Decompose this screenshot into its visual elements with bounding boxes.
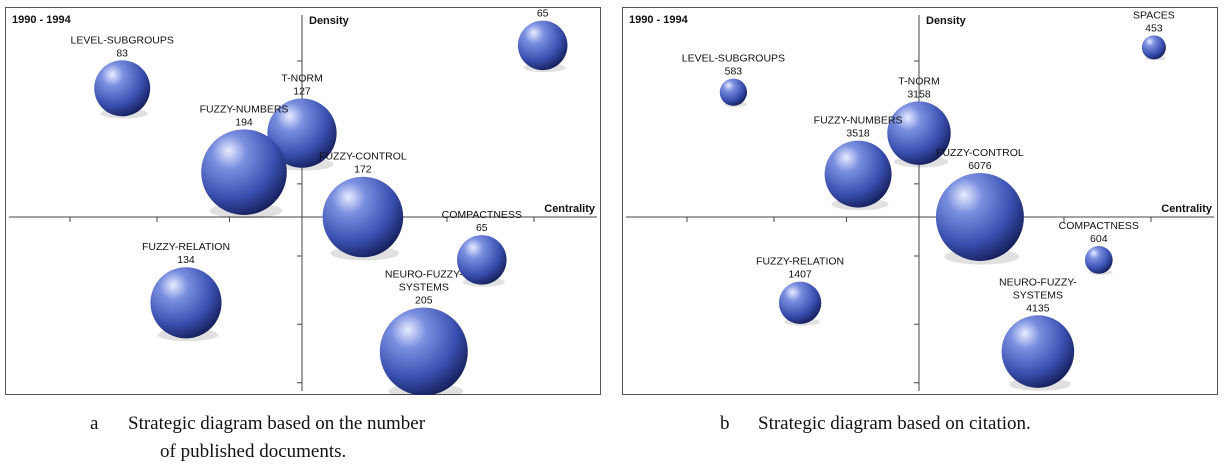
bubble-mark: [1141, 35, 1166, 60]
bubble-label: FUZZY-CONTROL 172: [319, 151, 407, 176]
chart-frame: [5, 7, 601, 395]
caption-a-letter: a: [90, 413, 99, 434]
strategic-diagram-a: 1990 - 1994 Density Centrality NEIGHBORHOOD…: [5, 7, 601, 395]
bubble-mark: [267, 98, 337, 168]
bubble-mark: [322, 176, 404, 258]
bubble-label: FUZZY-RELATION 1407: [756, 256, 844, 281]
bubble-mark: [719, 78, 748, 106]
bubble-mark: [201, 129, 287, 215]
caption-b-line1: Strategic diagram based on citation.: [758, 413, 1031, 434]
chart-a-svg: 1990 - 1994 Density Centrality NEIGHBORHOOD…: [5, 7, 601, 395]
bubble-label: T-NORM 127: [281, 73, 322, 98]
centrality-label: Centrality: [544, 203, 596, 215]
bubble-neuro-fuzzy-systems: NEURO-FUZZY-SYSTEMS 205: [379, 269, 468, 395]
caption-a-line1: Strategic diagram based on the number: [128, 413, 426, 434]
caption-a-line2: of published documents.: [160, 441, 347, 462]
bubble-label: COMPACTNESS 65: [442, 209, 522, 234]
bubble-neighborhood-spaces: NEIGHBORHOOD-SPACES65: [497, 7, 589, 73]
bubble-mark: [457, 235, 507, 285]
bubble-mark: [778, 281, 822, 324]
bubble-mark: [517, 20, 568, 71]
bubble-mark: [1084, 246, 1113, 274]
caption-a: a Strategic diagram based on the number o…: [90, 410, 530, 466]
bubble-label: FUZZY-CONTROL 6076: [936, 147, 1024, 172]
chart-b-svg: 1990 - 1994 Density Centrality NEIGHBORHOOD…: [622, 7, 1218, 395]
bubble-label: FUZZY-RELATION 134: [142, 241, 230, 266]
bubble-label: NEURO-FUZZY-SYSTEMS 4135: [999, 276, 1077, 314]
bubble-fuzzy-control: FUZZY-CONTROL 6076: [935, 147, 1024, 265]
bubble-neuro-fuzzy-systems: NEURO-FUZZY-SYSTEMS 4135: [999, 276, 1077, 391]
chart-frame: [622, 7, 1218, 395]
bubble-mark: [824, 140, 892, 208]
bubble-t-norm: T-NORM 127: [267, 73, 337, 171]
bubble-label: T-NORM 3158: [898, 75, 939, 100]
bubble-fuzzy-relation: FUZZY-RELATION 134: [142, 241, 230, 342]
bubble-mark: [935, 173, 1024, 261]
period-label: 1990 - 1994: [12, 14, 72, 26]
bubble-fuzzy-control: FUZZY-CONTROL 172: [319, 151, 407, 261]
bubble-label: NEURO-FUZZY-SYSTEMS 205: [385, 269, 463, 307]
bubble-label: FUZZY-NUMBERS 194: [200, 103, 289, 128]
bubble-mark: [887, 101, 951, 165]
density-label: Density: [926, 15, 967, 27]
bubble-mark: [94, 60, 151, 117]
bubble-compactness: COMPACTNESS 604: [1059, 220, 1139, 275]
bubble-level-subgroups: LEVEL-SUBGROUPS 83: [71, 34, 174, 119]
caption-b: b Strategic diagram based on citation.: [720, 410, 1200, 438]
strategic-diagram-b: 1990 - 1994 Density Centrality NEIGHBORHOOD…: [622, 7, 1218, 395]
bubble-fuzzy-numbers: FUZZY-NUMBERS 194: [200, 103, 289, 219]
bubble-t-norm: T-NORM 3158: [887, 75, 951, 168]
centrality-label: Centrality: [1161, 203, 1213, 215]
bubble-label: NEIGHBORHOOD-SPACES65: [497, 7, 589, 20]
bubble-label: LEVEL-SUBGROUPS 83: [71, 34, 174, 59]
bubble-fuzzy-numbers: FUZZY-NUMBERS 3518: [814, 115, 903, 211]
bubble-label: LEVEL-SUBGROUPS 583: [682, 53, 785, 78]
bubble-fuzzy-relation: FUZZY-RELATION 1407: [756, 256, 844, 326]
bubble-label: FUZZY-NUMBERS 3518: [814, 115, 903, 140]
bubble-label: COMPACTNESS 604: [1059, 220, 1139, 245]
bubble-mark: [1001, 315, 1075, 388]
period-label: 1990 - 1994: [629, 14, 689, 26]
bubble-level-subgroups: LEVEL-SUBGROUPS 583: [682, 53, 785, 107]
caption-b-letter: b: [720, 413, 730, 434]
bubble-mark: [379, 307, 468, 395]
density-label: Density: [309, 15, 350, 27]
bubble-compactness: COMPACTNESS 65: [442, 209, 522, 287]
bubble-mark: [150, 267, 222, 339]
